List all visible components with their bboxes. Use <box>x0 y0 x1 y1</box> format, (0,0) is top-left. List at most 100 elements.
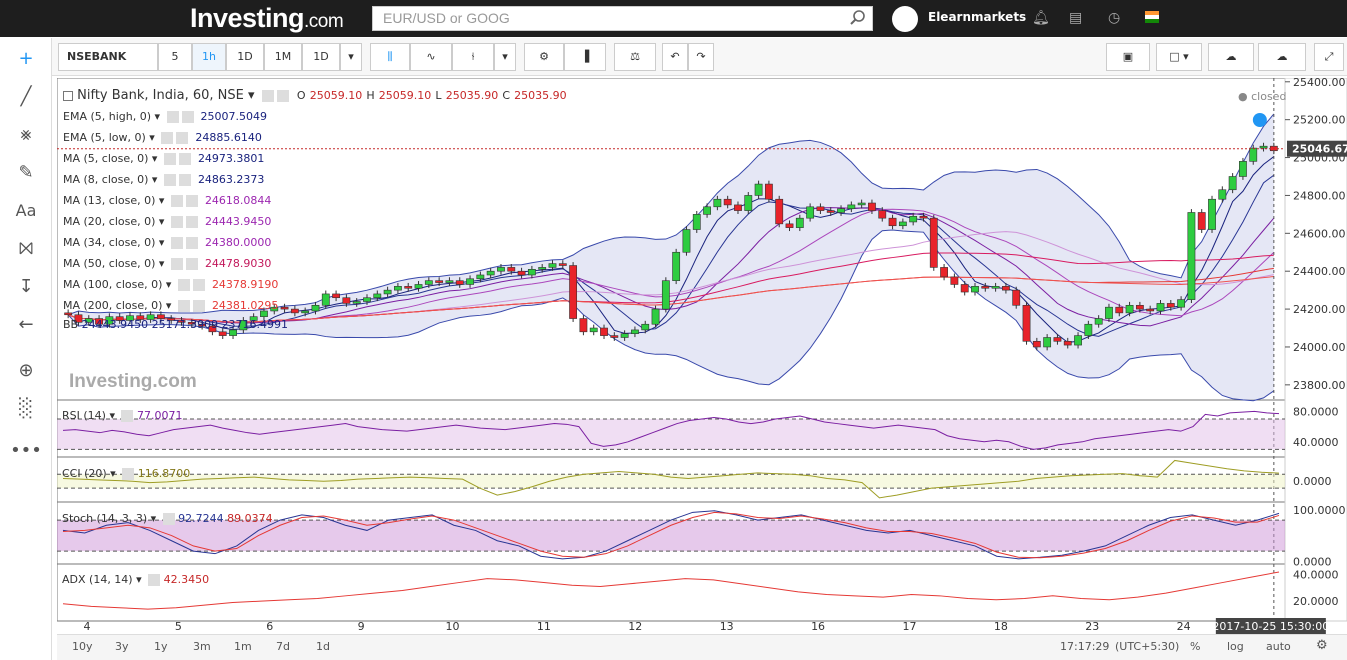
username[interactable]: Elearnmarkets <box>928 10 1027 24</box>
camera-icon[interactable]: ▣ <box>1106 43 1150 71</box>
measure-icon[interactable]: ↧ <box>18 276 34 297</box>
indicator-settings-icon[interactable] <box>177 279 190 291</box>
collapse-icon[interactable] <box>63 90 73 101</box>
rsi-settings-icon[interactable] <box>121 410 134 422</box>
log-toggle[interactable]: log <box>1227 640 1244 653</box>
india-flag-icon[interactable] <box>1145 11 1159 23</box>
symbol-input[interactable]: NSEBANK <box>58 43 158 71</box>
fullscreen-icon[interactable]: ⤢ <box>1314 43 1344 71</box>
investing-logo[interactable]: Investing.com <box>190 3 344 34</box>
indicator-settings-icon[interactable] <box>163 174 176 186</box>
stoch-label: Stoch (14, 3, 3) <box>62 512 148 525</box>
range-10y[interactable]: 10y <box>72 640 93 653</box>
range-1d[interactable]: 1d <box>316 640 330 653</box>
indicator-close-icon[interactable] <box>176 132 189 144</box>
indicator-settings-icon[interactable] <box>170 216 183 228</box>
indicator-close-icon[interactable] <box>192 279 205 291</box>
auto-toggle[interactable]: auto <box>1266 640 1291 653</box>
clock-icon[interactable]: ◷ <box>1108 10 1121 26</box>
search-icon[interactable] <box>850 10 866 26</box>
settings-icon[interactable] <box>276 89 289 102</box>
back-arrow-icon[interactable]: ← <box>18 314 34 335</box>
candle-body <box>579 318 588 333</box>
indicator-settings-icon[interactable] <box>163 153 176 165</box>
indicator-close-icon[interactable] <box>178 174 191 186</box>
interval-1m[interactable]: 1M <box>264 43 302 71</box>
range-1y[interactable]: 1y <box>154 640 168 653</box>
indicator-legend-4: MA (13, close, 0) ▾ 24618.0844 <box>63 194 272 207</box>
indicator-close-icon[interactable] <box>185 258 198 270</box>
indicator-settings-icon[interactable] <box>170 237 183 249</box>
compare-icon[interactable]: ∿ <box>410 43 452 71</box>
candle-body <box>785 223 794 228</box>
redo-icon[interactable]: ↷ <box>688 43 714 71</box>
indicator-settings-icon[interactable] <box>166 111 179 123</box>
interval-5[interactable]: 5 <box>158 43 192 71</box>
indicator-close-icon[interactable] <box>192 300 205 312</box>
candle-body <box>631 329 639 335</box>
indicators-icon[interactable]: ⫮ <box>452 43 494 71</box>
indicator-close-icon[interactable] <box>178 153 191 165</box>
indicator-close-icon[interactable] <box>185 195 198 207</box>
portfolio-icon[interactable]: ▤ <box>1069 10 1083 26</box>
interval-dropdown-icon[interactable]: ▾ <box>340 43 362 71</box>
candle-body <box>857 202 866 206</box>
candle <box>229 326 237 340</box>
range-7d[interactable]: 7d <box>276 640 290 653</box>
more-icon[interactable]: ••• <box>10 440 42 461</box>
indicator-close-icon[interactable] <box>185 216 198 228</box>
search-input[interactable]: EUR/USD or GOOG <box>372 6 873 31</box>
candles-icon[interactable]: ⫼ <box>370 43 410 71</box>
interval-custom[interactable]: 1D <box>302 43 340 71</box>
cci-legend: CCI (20) ▾ 116.8700 <box>62 467 191 480</box>
interval-1d[interactable]: 1D <box>226 43 264 71</box>
bell-icon[interactable]: 🔔︎ <box>1032 10 1050 26</box>
settings-gear-icon[interactable]: ⚙ <box>1316 638 1328 653</box>
range-3m[interactable]: 3m <box>193 640 211 653</box>
brush-icon[interactable]: ✎ <box>18 162 34 183</box>
text-tool-icon[interactable]: Aa <box>15 201 37 220</box>
scale-icon[interactable]: ⚖ <box>614 43 656 71</box>
crosshair-icon[interactable]: + <box>18 48 34 69</box>
candle <box>301 307 310 317</box>
gear-icon[interactable]: ⚙ <box>524 43 564 71</box>
chart-svg[interactable]: 25400.0025200.0025000.0024800.0024600.00… <box>56 76 1347 634</box>
chart-area[interactable]: 25400.00 25200.00 25000.00 24800.00 24600.00… <box>56 76 1347 634</box>
indicators-dropdown-icon[interactable]: ▾ <box>494 43 516 71</box>
measure-bars-icon[interactable]: ░ <box>19 398 33 419</box>
layout-icon[interactable]: □ ▾ <box>1156 43 1202 71</box>
percent-toggle[interactable]: % <box>1190 640 1201 653</box>
fib-icon[interactable]: ⨳ <box>20 124 32 145</box>
indicator-close-icon[interactable] <box>181 111 194 123</box>
candle <box>754 180 763 199</box>
timezone[interactable]: (UTC+5:30) <box>1115 640 1180 653</box>
indicator-settings-icon[interactable] <box>177 300 190 312</box>
cloud-upload-icon[interactable]: ☁ <box>1258 43 1306 71</box>
candle-body <box>1002 286 1010 291</box>
indicator-settings-icon[interactable] <box>170 195 183 207</box>
indicator-settings-icon[interactable] <box>161 132 174 144</box>
cci-settings-icon[interactable] <box>122 468 135 480</box>
clock-time: 17:17:29 <box>1060 640 1110 653</box>
avatar[interactable] <box>892 6 918 32</box>
range-1m[interactable]: 1m <box>234 640 252 653</box>
undo-icon[interactable]: ↶ <box>662 43 688 71</box>
candle-body <box>692 214 701 230</box>
indicator-close-icon[interactable] <box>185 237 198 249</box>
stoch-settings-icon[interactable] <box>162 513 175 525</box>
eye-icon[interactable] <box>261 89 274 102</box>
indicator-value: 24443.9450 <box>204 215 272 228</box>
studies-icon[interactable]: ▐ <box>564 43 606 71</box>
cloud-download-icon[interactable]: ☁ <box>1208 43 1254 71</box>
adx-value: 42.3450 <box>163 573 210 586</box>
high-value: 25059.10 <box>378 89 432 102</box>
candle <box>1115 303 1124 317</box>
indicator-value: 24478.9030 <box>204 257 272 270</box>
pattern-icon[interactable]: ⨝ <box>18 238 34 259</box>
adx-settings-icon[interactable] <box>148 574 161 586</box>
zoom-icon[interactable]: ⊕ <box>18 360 34 381</box>
range-3y[interactable]: 3y <box>115 640 129 653</box>
trendline-icon[interactable]: ╱ <box>20 86 32 107</box>
indicator-settings-icon[interactable] <box>170 258 183 270</box>
interval-1h[interactable]: 1h <box>192 43 226 71</box>
